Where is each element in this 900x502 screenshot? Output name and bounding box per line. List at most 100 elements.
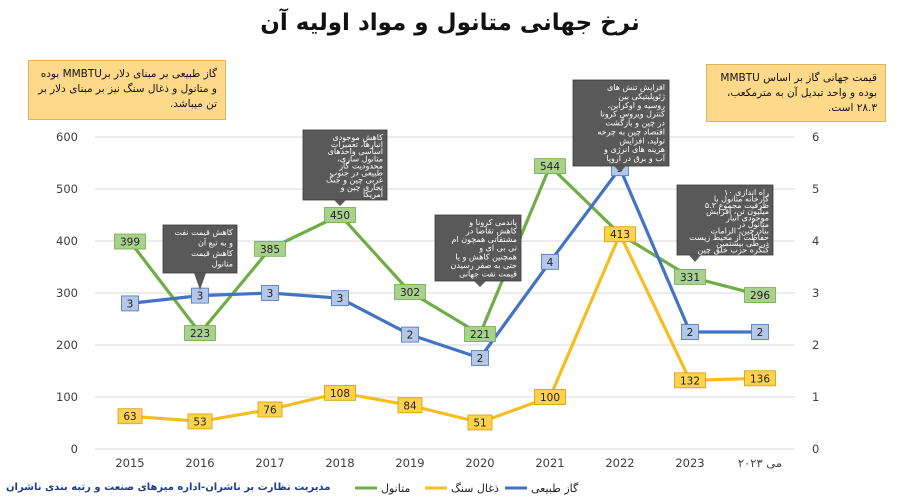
data-label: 296 — [750, 290, 770, 302]
y-right-tick-label: 3 — [812, 286, 819, 300]
data-label: 3 — [127, 298, 134, 310]
data-label: 221 — [470, 329, 490, 341]
y-right-tick-label: 6 — [812, 130, 819, 144]
data-label-box — [114, 233, 146, 250]
data-label-box — [394, 284, 426, 300]
data-label-box — [331, 290, 349, 307]
x-tick-label: 2018 — [325, 456, 354, 470]
data-label-box — [257, 401, 283, 418]
y-left-tick-label: 100 — [56, 390, 78, 404]
data-label: 450 — [330, 210, 350, 222]
y-left-tick-label: 200 — [56, 338, 78, 352]
y-right-tick-label: 4 — [812, 234, 819, 248]
x-tick-label: 2016 — [185, 456, 214, 470]
y-left-tick-label: 0 — [71, 442, 78, 456]
data-label-box — [534, 158, 566, 175]
y-right-tick-label: 5 — [812, 182, 819, 196]
callout-pointer — [334, 200, 346, 206]
legend-label: گاز طبیعی — [531, 482, 579, 495]
y-left-tick-label: 400 — [56, 234, 78, 248]
data-label-box — [604, 226, 636, 243]
x-tick-label: 2019 — [395, 456, 424, 470]
legend-label: متانول — [381, 482, 410, 495]
data-label-box — [744, 370, 776, 387]
data-label: 84 — [403, 400, 417, 412]
legend-label: ذغال سنگ — [451, 482, 499, 495]
data-label: 2 — [477, 353, 484, 365]
callout-box — [302, 129, 388, 201]
callout-pointer — [194, 273, 206, 290]
x-tick-label: 2015 — [115, 456, 144, 470]
data-label-box — [254, 240, 286, 257]
series-line-right — [129, 166, 760, 360]
y-left-tick-label: 300 — [56, 286, 78, 300]
y-right-tick-label: 1 — [812, 390, 819, 404]
data-label: 399 — [120, 237, 140, 249]
data-label: 4 — [547, 257, 554, 269]
y-right-tick-label: 0 — [812, 442, 819, 456]
data-label-box — [261, 285, 279, 301]
callout-box — [572, 79, 670, 167]
callout-text: پاندمی کرونا و کاهش تقاضا در مشتقاتی همچون… — [451, 218, 518, 278]
callout-pointer — [689, 255, 701, 262]
data-label-box — [681, 324, 699, 340]
chart-title: نرخ جهانی متانول و مواد اولیه آن — [260, 10, 640, 36]
data-label: 63 — [123, 411, 136, 423]
x-tick-label: 2017 — [255, 456, 284, 470]
data-label-box — [324, 207, 356, 223]
data-label: 3 — [337, 293, 344, 305]
data-label: 51 — [473, 417, 486, 429]
callout-box — [162, 224, 238, 274]
data-label: 132 — [680, 375, 700, 387]
data-label-box — [467, 414, 493, 431]
footer-source: مدیریت نظارت بر ناشران-اداره میزهای صنعت… — [6, 482, 331, 493]
callout-box — [434, 214, 522, 282]
data-label-box — [324, 384, 356, 401]
data-label-box — [401, 326, 419, 343]
data-label-box — [744, 287, 776, 303]
data-label-box — [464, 326, 496, 342]
data-label-box — [674, 372, 706, 389]
x-tick-label: 2021 — [535, 456, 564, 470]
callout-box — [676, 184, 774, 256]
data-label: 100 — [540, 392, 560, 404]
data-label: 544 — [540, 161, 560, 173]
data-label-box — [534, 389, 566, 405]
data-label-box — [397, 397, 423, 414]
callout-text: کاهش قیمت نفت و به تبع آن کاهش قیمت متانول — [174, 228, 233, 269]
data-label: 3 — [267, 288, 274, 300]
unit-note-left: گاز طبیعی بر مبنای دلار برMMBTU بوده و م… — [28, 60, 226, 120]
data-label-box — [471, 350, 489, 366]
data-label-box — [674, 268, 706, 285]
y-right-tick-label: 2 — [812, 338, 819, 352]
x-tick-label: 2022 — [605, 456, 634, 470]
data-label: 3 — [197, 291, 204, 303]
x-tick-label: می ۲۰۲۳ — [738, 456, 782, 470]
data-label-box — [187, 413, 213, 430]
data-label: 331 — [680, 272, 700, 284]
data-label: 76 — [263, 404, 277, 416]
data-label-box — [541, 253, 559, 270]
data-label: 302 — [400, 287, 420, 299]
unit-note-right: قیمت جهانی گاز بر اساس MMBTU بوده و واحد… — [706, 64, 886, 122]
data-label: 223 — [190, 328, 210, 340]
data-label: 385 — [260, 244, 280, 256]
x-tick-label: 2023 — [675, 456, 704, 470]
data-label-box — [751, 324, 769, 340]
callout-text: افزایش تنش های ژئوپلیتیکی بین روسیه و اوکر… — [597, 83, 665, 163]
y-left-tick-label: 600 — [56, 130, 78, 144]
series-line-left — [129, 232, 761, 425]
y-left-tick-label: 500 — [56, 182, 78, 196]
data-label: 108 — [330, 388, 350, 400]
data-label: 2 — [757, 327, 764, 339]
callout-text: کاهش موجودی انبارها، تعمیرات اساسی واحدهای… — [326, 133, 384, 199]
data-label: 53 — [193, 416, 206, 428]
callout-pointer — [614, 166, 626, 172]
data-label: 2 — [407, 330, 414, 342]
callout-text: راه اندازی ۱۰ کارخانه متانول با ظرفیت مجمو… — [689, 188, 769, 255]
data-label-box — [184, 325, 216, 341]
data-label-box — [121, 295, 139, 312]
x-tick-label: 2020 — [465, 456, 494, 470]
series-line-left — [128, 164, 761, 336]
